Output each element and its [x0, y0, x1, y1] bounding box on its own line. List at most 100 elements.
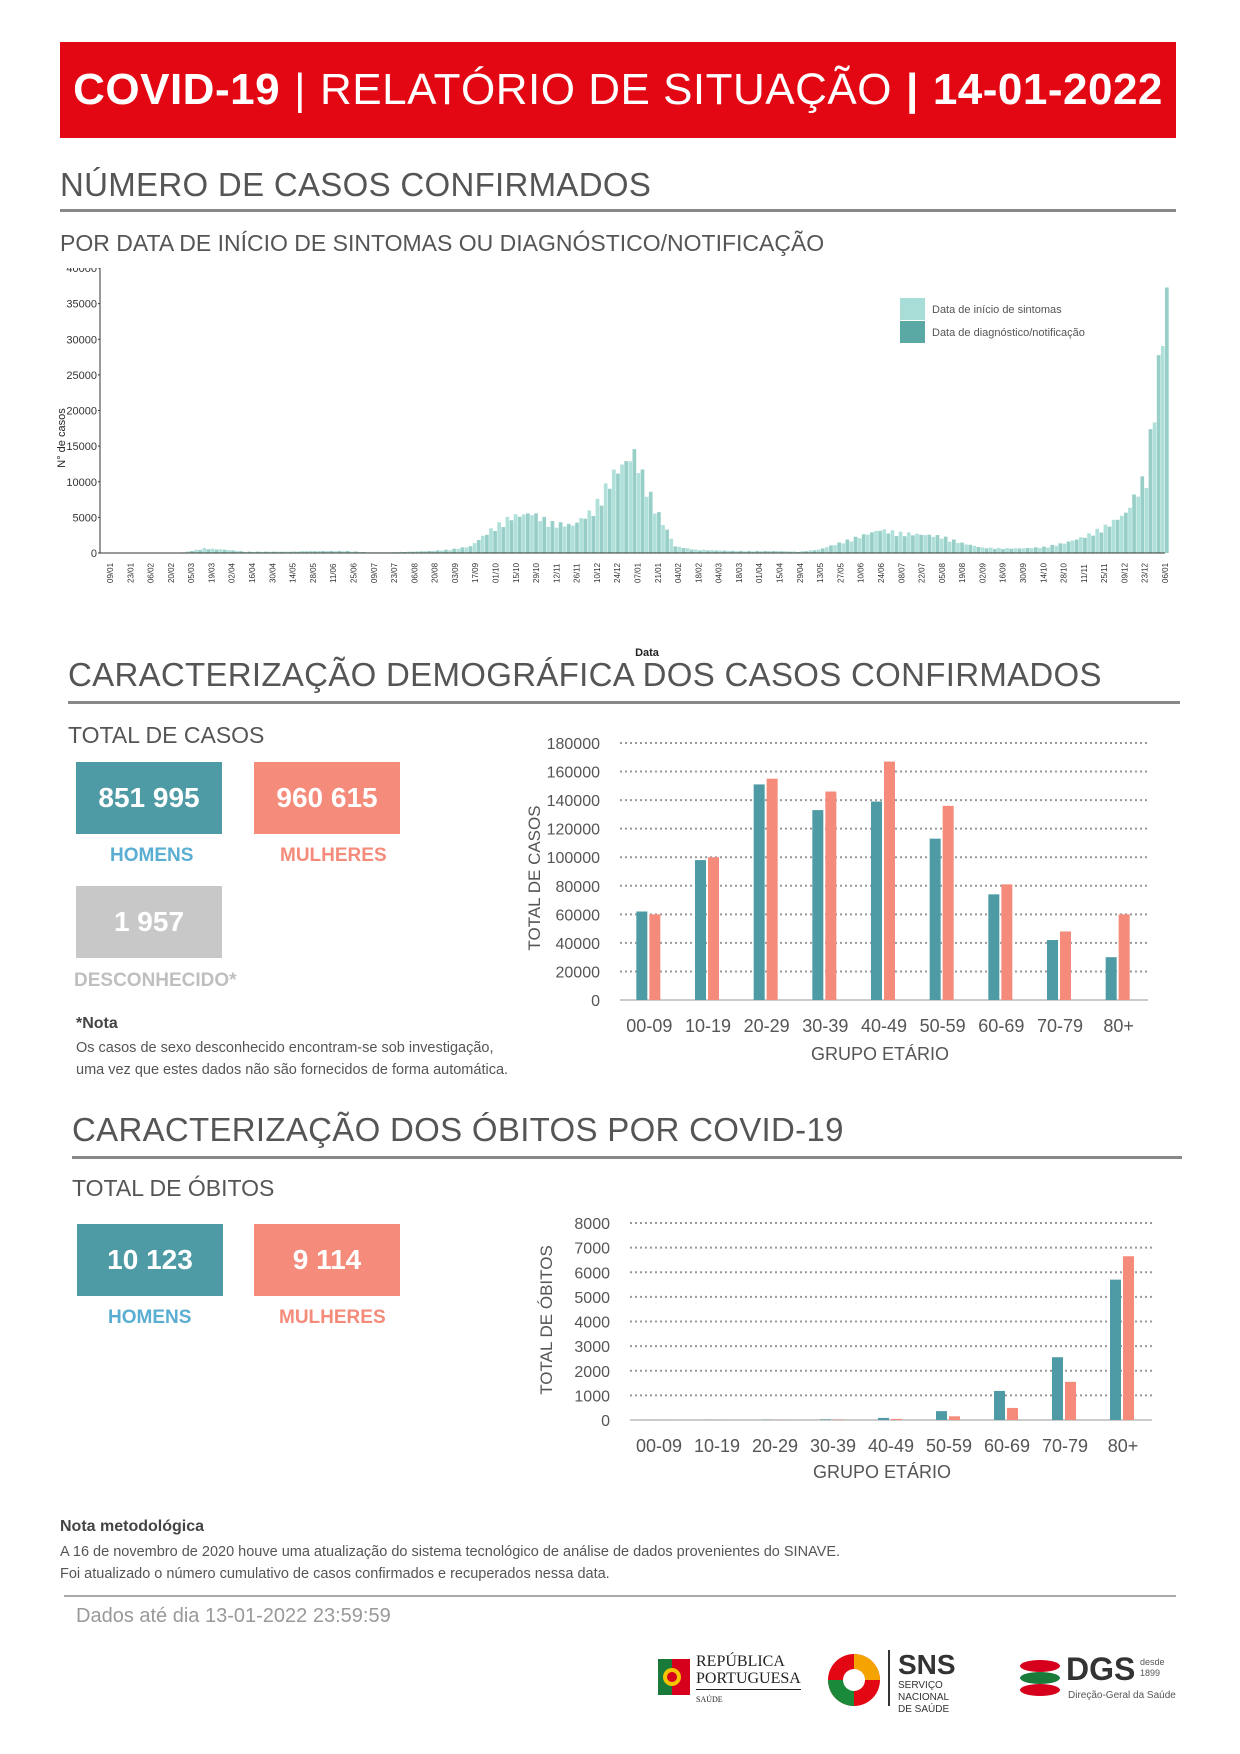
- y-tick-label: 15000: [66, 441, 97, 453]
- methodology-line: Foi atualizado o número cumulativo de ca…: [60, 1566, 610, 1582]
- x-tick-label: 01/10: [491, 562, 500, 583]
- logo-text: SERVIÇO NACIONAL: [898, 1680, 950, 1703]
- daily-bar: [575, 522, 579, 553]
- y-tick-label: 100000: [547, 850, 600, 867]
- daily-bar: [566, 523, 571, 553]
- y-tick-label: 2000: [574, 1364, 610, 1381]
- daily-bar: [599, 505, 604, 553]
- daily-bar: [1111, 519, 1116, 553]
- daily-bar: [292, 551, 297, 553]
- note-line: Os casos de sexo desconhecido encontram-…: [76, 1040, 494, 1056]
- x-tick-label: 22/07: [918, 562, 927, 583]
- daily-bar: [591, 515, 596, 553]
- daily-bar: [693, 549, 698, 553]
- daily-bar: [300, 551, 305, 553]
- daily-bar: [1148, 429, 1153, 553]
- daily-bar: [403, 551, 407, 553]
- methodology-text: A 16 de novembro de 2020 houve uma atual…: [60, 1541, 840, 1585]
- daily-cases-axes: 0 5000 10000 15000 20000 25000 30000 35000 40000…: [66, 268, 1170, 583]
- daily-bar: [726, 550, 731, 553]
- women-bar: [949, 1416, 960, 1420]
- women-bar: [942, 805, 954, 1000]
- x-tick-label: 27/05: [836, 562, 845, 583]
- x-tick-label: 11/06: [329, 563, 338, 583]
- x-axis-label: GRUPO ETÁRIO: [811, 1044, 949, 1064]
- x-tick-label: 20/08: [431, 562, 440, 583]
- daily-bar: [329, 550, 334, 553]
- y-tick-label: 20000: [66, 406, 97, 418]
- legend-label-symptoms: Data de início de sintomas: [932, 304, 1062, 316]
- legend-label-diagnosis: Data de diagnóstico/notificação: [932, 327, 1085, 339]
- daily-bar: [734, 551, 739, 553]
- daily-bar: [1152, 422, 1157, 553]
- y-tick-label: 25000: [66, 370, 97, 382]
- men-cases-label: HOMENS: [110, 845, 194, 866]
- y-tick-label: 30000: [66, 334, 97, 346]
- daily-bar: [558, 522, 563, 553]
- daily-bar: [825, 547, 829, 553]
- daily-bar: [882, 529, 887, 553]
- daily-bar: [1083, 537, 1087, 553]
- x-tick-label: 10/06: [857, 562, 866, 583]
- daily-bar: [464, 547, 469, 553]
- daily-bar: [603, 483, 608, 553]
- daily-bar: [1144, 488, 1149, 553]
- daily-bar: [952, 539, 956, 553]
- logo-text: DGS: [1066, 1651, 1136, 1687]
- daily-bar: [779, 551, 784, 553]
- daily-bar: [661, 525, 665, 553]
- daily-bar: [820, 548, 825, 553]
- x-tick-label: 23/01: [126, 562, 135, 583]
- x-tick-label: 24/12: [613, 562, 622, 583]
- y-tick-label: 0: [601, 1413, 610, 1430]
- x-tick-label: 16/09: [999, 562, 1008, 583]
- daily-bar: [1095, 528, 1100, 553]
- daily-bar: [485, 534, 489, 553]
- daily-bar: [849, 541, 854, 553]
- daily-bar: [239, 551, 243, 553]
- daily-bar: [714, 550, 719, 553]
- section-title-deaths: CARACTERIZAÇÃO DOS ÓBITOS POR COVID-19: [72, 1111, 844, 1148]
- daily-bar: [915, 533, 919, 553]
- daily-bar: [308, 550, 313, 553]
- daily-bar: [984, 548, 989, 553]
- daily-bar: [788, 551, 792, 553]
- daily-bar: [607, 488, 612, 553]
- daily-bar: [231, 550, 235, 553]
- x-tick-label: 11/11: [1080, 564, 1089, 583]
- daily-bar: [689, 549, 694, 553]
- daily-bar: [898, 531, 903, 553]
- daily-bar: [505, 516, 510, 553]
- daily-bar: [1140, 476, 1145, 553]
- daily-bar: [517, 516, 522, 553]
- y-tick-label: 60000: [556, 907, 601, 924]
- women-bar: [766, 778, 778, 1000]
- daily-bar: [222, 549, 227, 553]
- daily-bar: [911, 535, 915, 553]
- x-tick-label: 05/03: [187, 562, 196, 583]
- logo-text: PORTUGUESA: [696, 1670, 801, 1687]
- y-tick-label: 5000: [574, 1290, 610, 1307]
- daily-bar: [587, 510, 592, 553]
- x-axis-label: GRUPO ETÁRIO: [813, 1462, 951, 1482]
- daily-bar: [939, 538, 944, 553]
- daily-bar: [640, 469, 645, 553]
- daily-bar: [530, 515, 534, 553]
- men-bar: [753, 784, 765, 1000]
- category-label: 00-09: [626, 1016, 672, 1036]
- daily-bar: [198, 549, 202, 553]
- men-bar: [929, 838, 941, 1000]
- banner-separator: |: [906, 65, 919, 114]
- daily-bar: [431, 550, 436, 553]
- note-text: Os casos de sexo desconhecido encontram-…: [76, 1037, 508, 1081]
- daily-bar: [710, 550, 715, 553]
- category-label: 50-59: [926, 1436, 972, 1456]
- daily-bar: [1070, 540, 1075, 553]
- section-title-cases: NÚMERO DE CASOS CONFIRMADOS: [60, 166, 652, 203]
- daily-bar: [542, 516, 547, 553]
- women-bar: [1065, 1381, 1076, 1420]
- x-tick-label: 25/11: [1100, 563, 1109, 583]
- daily-bar: [800, 551, 805, 553]
- category-label: 20-29: [744, 1016, 790, 1036]
- y-tick-label: 0: [591, 993, 600, 1010]
